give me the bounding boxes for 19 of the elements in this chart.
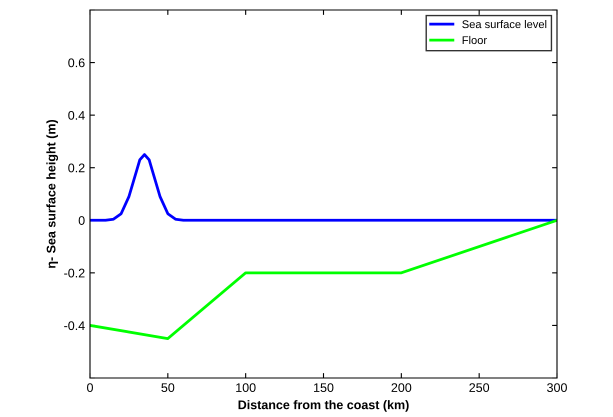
x-tick-label: 0 <box>87 383 93 392</box>
y-tick-label: 0 <box>78 216 85 225</box>
x-tick-label: 50 <box>161 383 174 392</box>
line-series <box>90 218 557 340</box>
y-tick-label: -0.2 <box>64 268 85 278</box>
y-tick-label: 0.4 <box>68 110 85 120</box>
y-axis-title: η- Sea surface height (m) <box>46 120 58 268</box>
x-tick-label: 300 <box>547 383 567 392</box>
legend-label: Sea surface level <box>462 20 546 28</box>
x-tick-label: 150 <box>314 383 334 392</box>
x-axis-title: Distance from the coast (km) <box>238 400 409 412</box>
y-tick-label: -0.4 <box>64 321 85 330</box>
y-tick-label: 0.2 <box>68 164 85 172</box>
x-tick-label: 100 <box>236 383 256 392</box>
x-tick-label: 250 <box>469 383 490 392</box>
y-tick-label: 0.6 <box>68 58 85 68</box>
x-tick-label: 200 <box>392 383 412 392</box>
legend-label: Floor <box>462 36 487 44</box>
line-series <box>90 153 557 222</box>
